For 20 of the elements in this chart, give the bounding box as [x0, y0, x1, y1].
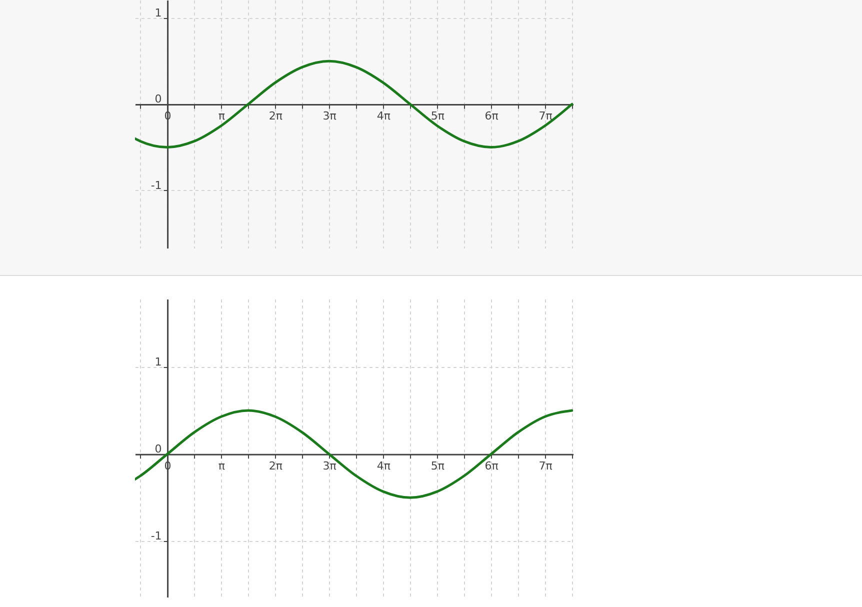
x-tick-label: 2π: [268, 110, 283, 123]
y-tick-label: -1: [150, 178, 162, 192]
y-tick-label: 0: [154, 442, 162, 456]
x-tick-label: 4π: [376, 110, 391, 123]
x-tick-label: 6π: [484, 460, 499, 473]
y-tick-label: -1: [150, 530, 162, 543]
x-tick-label: 3π: [322, 110, 337, 123]
y-tick-label: 1: [154, 355, 162, 368]
x-tick-label: 4π: [376, 460, 391, 473]
x-tick-label: 6π: [484, 110, 499, 123]
x-tick-label: π: [218, 460, 226, 473]
x-tick-label: 7π: [538, 460, 553, 473]
x-tick-label: 7π: [538, 110, 553, 123]
x-tick-label: 3π: [322, 460, 337, 473]
x-tick-label: 2π: [268, 460, 283, 473]
x-tick-label: π: [218, 110, 226, 123]
x-tick-label: 5π: [430, 460, 445, 473]
x-tick-label: 5π: [430, 110, 445, 123]
y-tick-label: 1: [154, 6, 162, 20]
y-tick-label: 0: [154, 92, 162, 106]
